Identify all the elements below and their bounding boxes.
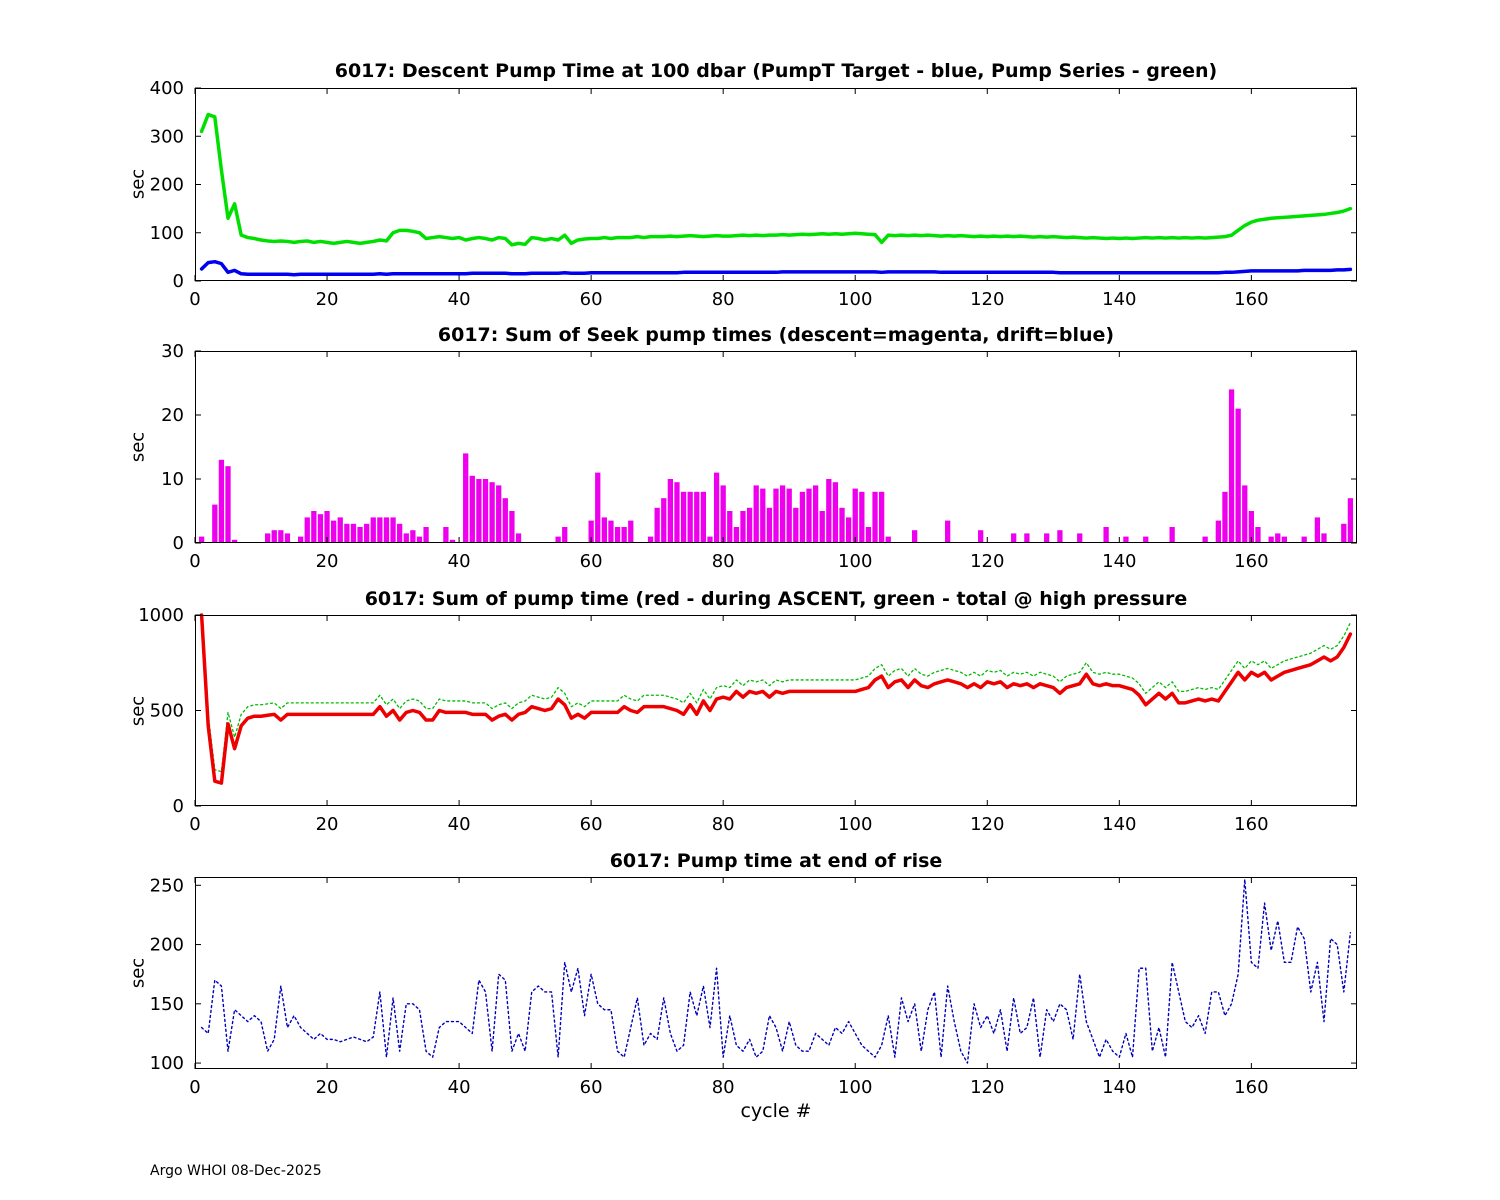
subplot4-y-axis-label: sec	[127, 957, 149, 989]
svg-text:120: 120	[970, 814, 1004, 835]
svg-text:40: 40	[448, 551, 471, 572]
subplot4-plot-area: 0 20 40 60 80 100 120 140 160 100 150 200 250	[150, 875, 1357, 1098]
svg-text:120: 120	[970, 289, 1004, 310]
svg-text:150: 150	[150, 994, 184, 1015]
svg-text:140: 140	[1102, 814, 1136, 835]
svg-text:30: 30	[161, 341, 184, 362]
svg-text:1000: 1000	[138, 605, 184, 626]
svg-text:160: 160	[1234, 1077, 1268, 1098]
subplot1-plot-area: 0 20 40 60 80 100 120 140 160 0 100 200 300 400	[150, 78, 1357, 310]
svg-text:60: 60	[580, 551, 603, 572]
svg-text:160: 160	[1234, 289, 1268, 310]
svg-text:40: 40	[448, 289, 471, 310]
svg-text:100: 100	[150, 1053, 184, 1074]
subplot3-title: 6017: Sum of pump time (red - during ASC…	[364, 588, 1188, 610]
svg-text:0: 0	[173, 271, 184, 292]
svg-text:120: 120	[970, 1077, 1004, 1098]
svg-text:0: 0	[189, 551, 200, 572]
svg-text:140: 140	[1102, 1077, 1136, 1098]
subplot1-y-axis-label: sec	[127, 168, 149, 200]
svg-text:300: 300	[150, 126, 184, 147]
svg-text:20: 20	[316, 551, 339, 572]
svg-text:100: 100	[150, 223, 184, 244]
svg-text:80: 80	[712, 814, 735, 835]
svg-text:160: 160	[1234, 551, 1268, 572]
subplot2-title: 6017: Sum of Seek pump times (descent=ma…	[437, 324, 1115, 346]
svg-text:10: 10	[161, 469, 184, 490]
svg-text:200: 200	[150, 175, 184, 196]
svg-text:0: 0	[173, 796, 184, 817]
svg-text:40: 40	[448, 1077, 471, 1098]
svg-text:100: 100	[838, 1077, 872, 1098]
svg-text:140: 140	[1102, 289, 1136, 310]
x-axis-label: cycle #	[740, 1100, 812, 1122]
svg-text:250: 250	[150, 875, 184, 896]
svg-text:100: 100	[838, 814, 872, 835]
svg-text:60: 60	[580, 1077, 603, 1098]
svg-text:0: 0	[189, 814, 200, 835]
svg-text:400: 400	[150, 78, 184, 99]
svg-text:60: 60	[580, 289, 603, 310]
svg-text:20: 20	[316, 814, 339, 835]
svg-text:160: 160	[1234, 814, 1268, 835]
svg-text:0: 0	[189, 289, 200, 310]
subplot4-title: 6017: Pump time at end of rise	[609, 850, 943, 872]
svg-text:20: 20	[161, 405, 184, 426]
subplot1-title: 6017: Descent Pump Time at 100 dbar (Pum…	[334, 60, 1218, 82]
svg-text:80: 80	[712, 551, 735, 572]
svg-text:80: 80	[712, 289, 735, 310]
svg-text:200: 200	[150, 935, 184, 956]
svg-text:120: 120	[970, 551, 1004, 572]
svg-text:20: 20	[316, 289, 339, 310]
subplot3-y-axis-label: sec	[127, 695, 149, 727]
svg-text:140: 140	[1102, 551, 1136, 572]
subplot2-plot-area: 0 20 40 60 80 100 120 140 160 0 10 20 30	[161, 341, 1357, 572]
svg-text:20: 20	[316, 1077, 339, 1098]
subplot3-plot-area: 0 20 40 60 80 100 120 140 160 0 500 1000	[138, 605, 1357, 835]
svg-text:100: 100	[838, 551, 872, 572]
svg-text:500: 500	[150, 701, 184, 722]
subplot2-y-axis-label: sec	[127, 431, 149, 463]
svg-text:80: 80	[712, 1077, 735, 1098]
svg-text:40: 40	[448, 814, 471, 835]
svg-text:60: 60	[580, 814, 603, 835]
svg-text:0: 0	[189, 1077, 200, 1098]
svg-text:0: 0	[173, 533, 184, 554]
footer-text: Argo WHOI 08-Dec-2025	[150, 1163, 322, 1179]
svg-text:100: 100	[838, 289, 872, 310]
